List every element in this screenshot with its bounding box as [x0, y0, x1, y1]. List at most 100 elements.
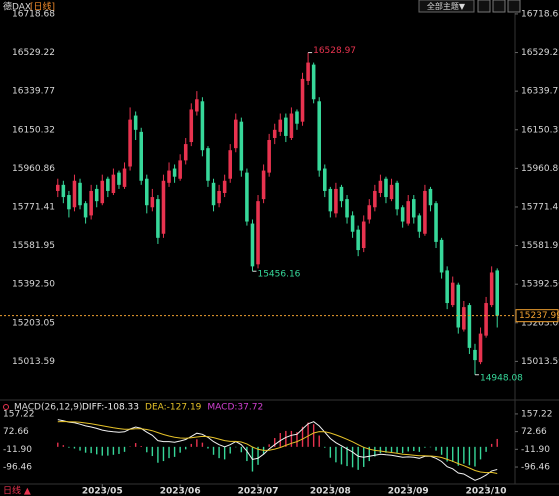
y-tick-label: 15771.41 [521, 202, 559, 212]
candle-body [378, 180, 383, 193]
panel-icon[interactable] [3, 404, 9, 410]
legend-entry: DIFF:-108.33 [82, 403, 139, 413]
legend-entry: MACD:37.72 [207, 403, 263, 413]
candle-body [100, 180, 105, 204]
y-tick-label: -11.90 [521, 445, 550, 455]
last-price-box [515, 309, 559, 323]
candle-body [478, 333, 483, 363]
candle-body [172, 168, 177, 177]
candle-body [278, 119, 283, 132]
candle-body [361, 221, 366, 249]
candle-body [423, 190, 427, 234]
candle-body [267, 140, 271, 173]
candle-body [417, 215, 422, 232]
candle-body [317, 101, 321, 171]
candle-body [117, 172, 121, 185]
y-tick-label: 15771.41 [12, 202, 55, 212]
candle-body [72, 180, 77, 208]
annotation: 14948.08 [480, 373, 523, 383]
candle-body [456, 284, 461, 328]
candle-body [178, 160, 182, 179]
candle-body [323, 168, 327, 191]
candle-body [139, 131, 143, 181]
candle-body [250, 223, 255, 267]
legend-entry: DEA:-127.19 [145, 403, 202, 413]
candle-body [462, 307, 466, 330]
candle-body [78, 182, 82, 206]
candle-body [311, 64, 316, 100]
candle-body [467, 305, 472, 348]
icon[interactable] [492, 0, 506, 13]
candle-body [450, 282, 455, 306]
candle-body [356, 229, 360, 251]
candle-body [128, 119, 132, 167]
candle-body [61, 184, 66, 198]
candle-body [261, 170, 266, 200]
annotation: 16528.97 [313, 46, 356, 56]
candle-body [439, 239, 444, 273]
y-tick-label: 15581.95 [12, 241, 55, 251]
candle-body [350, 215, 355, 232]
y-tick-label: 15392.50 [521, 280, 559, 290]
y-tick-label: 16718.68 [12, 9, 55, 19]
macd-line [57, 420, 498, 474]
candle-body [334, 188, 338, 214]
candle-body [167, 170, 171, 183]
x-tick-label: 2023/08 [310, 487, 351, 496]
candle-body [56, 184, 60, 191]
candle-body [489, 272, 494, 306]
y-tick-label: -96.46 [3, 463, 32, 473]
theme-button-label[interactable]: 全部主题▼ [427, 1, 466, 11]
x-tick-label: 2023/07 [238, 487, 279, 496]
candle-body [328, 188, 333, 212]
macd-title: MACD(26,12,9) [14, 403, 82, 413]
candle-body [183, 144, 188, 161]
y-tick-label: 72.66 [3, 427, 29, 437]
candle-body [122, 168, 127, 187]
candle-body [367, 205, 372, 220]
candle-body [206, 148, 210, 181]
icon[interactable] [507, 0, 521, 13]
y-tick-label: 15203.05 [12, 318, 55, 328]
symbol: 德DAX [3, 1, 31, 13]
candle-body [222, 180, 227, 193]
y-tick-label: 16339.77 [12, 87, 55, 97]
candle-body [211, 182, 216, 206]
footer-period[interactable]: 日线 ▲ [3, 485, 31, 496]
candle-body [406, 201, 410, 224]
y-tick-label: 15203.05 [521, 318, 559, 328]
candle-body [150, 197, 155, 208]
candle-body [239, 121, 244, 171]
icon[interactable] [477, 0, 491, 13]
y-tick-label: 15960.86 [521, 164, 559, 174]
candle-body [400, 207, 405, 222]
candle-body [156, 199, 160, 238]
candle-body [345, 199, 349, 218]
candle-body [234, 119, 238, 149]
y-tick-label: 15013.59 [12, 357, 55, 367]
candle-body [473, 349, 477, 361]
candle-body [445, 270, 449, 304]
candle-body [111, 174, 116, 193]
candle-body [495, 270, 499, 316]
candle-body [145, 178, 149, 206]
x-tick-label: 2023/05 [82, 487, 123, 496]
candle-body [89, 190, 93, 216]
candle-body [389, 184, 394, 200]
y-tick-label: 15581.95 [521, 241, 559, 251]
theme-button[interactable] [418, 0, 475, 13]
candle-body [94, 188, 99, 202]
candle-body [189, 109, 194, 143]
y-tick-label: -11.90 [3, 445, 32, 455]
candle-body [306, 62, 310, 81]
candle-body [245, 172, 249, 222]
candle-body [161, 180, 166, 234]
candle-body [217, 190, 221, 204]
candle-body [384, 178, 388, 198]
toolbar-icons[interactable] [477, 0, 521, 13]
candle-body [67, 195, 71, 210]
candle-body [484, 303, 488, 336]
macd-line [57, 419, 498, 481]
candle-body [272, 129, 277, 138]
